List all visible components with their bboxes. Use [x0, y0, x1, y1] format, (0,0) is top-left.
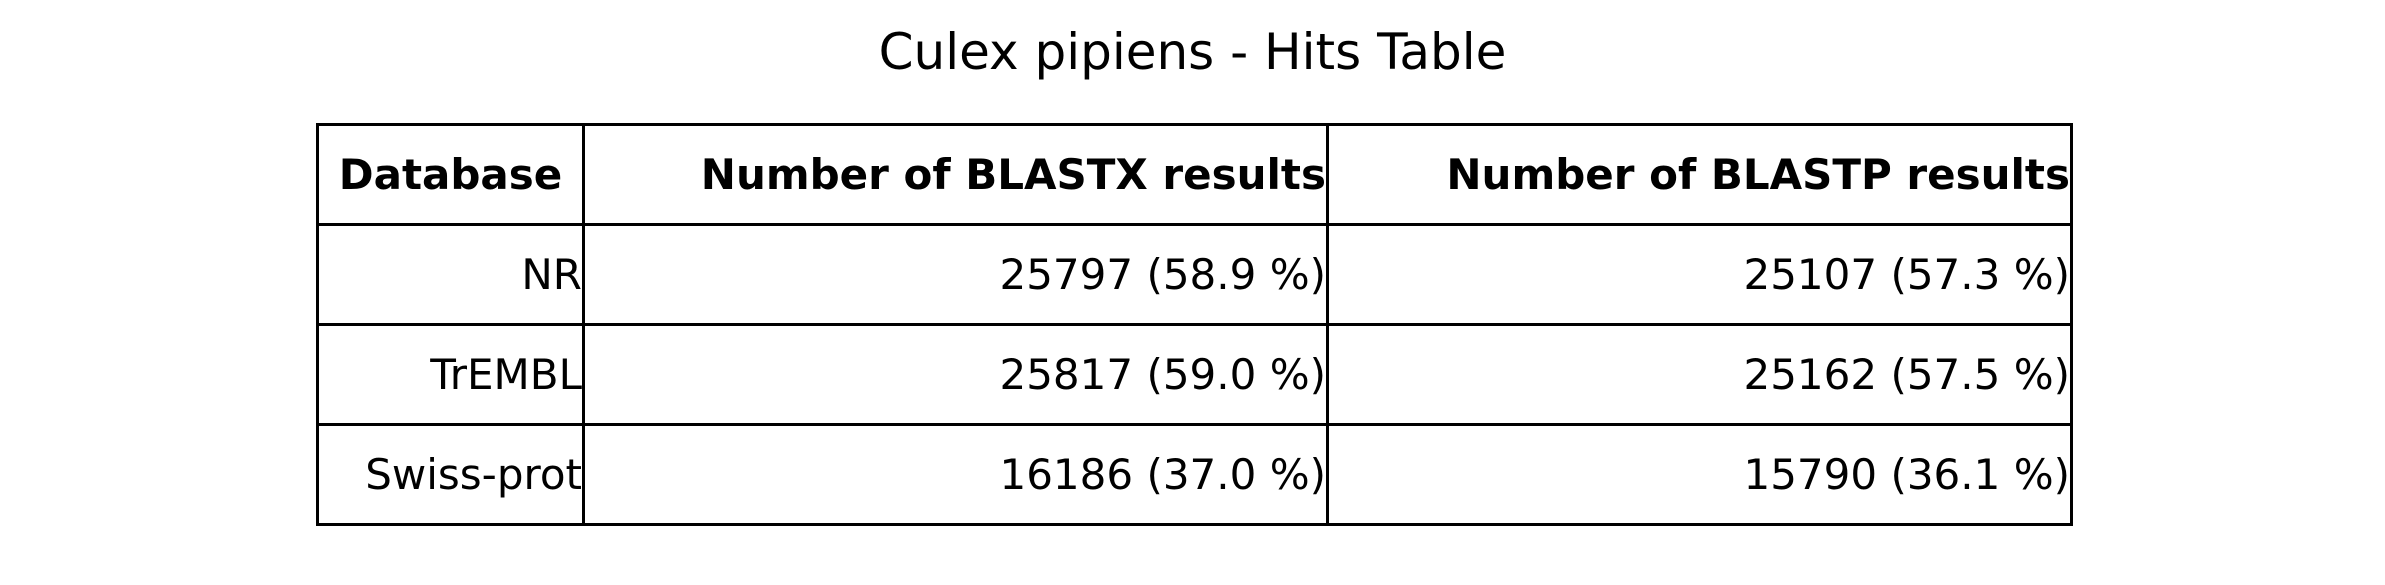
cell-database: TrEMBL [316, 323, 585, 426]
table-row: Swiss-prot 16186 (37.0 %) 15790 (36.1 %) [316, 423, 2073, 526]
cell-blastx: 16186 (37.0 %) [582, 423, 1329, 526]
cell-blastp: 25107 (57.3 %) [1326, 223, 2073, 326]
table-title: Culex pipiens - Hits Table [878, 23, 1507, 81]
cell-blastp: 25162 (57.5 %) [1326, 323, 2073, 426]
header-blastp: Number of BLASTP results [1326, 123, 2073, 226]
header-database: Database [316, 123, 585, 226]
cell-blastx: 25817 (59.0 %) [582, 323, 1329, 426]
table-row: TrEMBL 25817 (59.0 %) 25162 (57.5 %) [316, 323, 2073, 426]
cell-database: Swiss-prot [316, 423, 585, 526]
header-row: Database Number of BLASTX results Number… [316, 123, 2073, 226]
hits-table: Database Number of BLASTX results Number… [316, 123, 2073, 526]
table-row: NR 25797 (58.9 %) 25107 (57.3 %) [316, 223, 2073, 326]
cell-database: NR [316, 223, 585, 326]
cell-blastp: 15790 (36.1 %) [1326, 423, 2073, 526]
cell-blastx: 25797 (58.9 %) [582, 223, 1329, 326]
header-blastx: Number of BLASTX results [582, 123, 1329, 226]
